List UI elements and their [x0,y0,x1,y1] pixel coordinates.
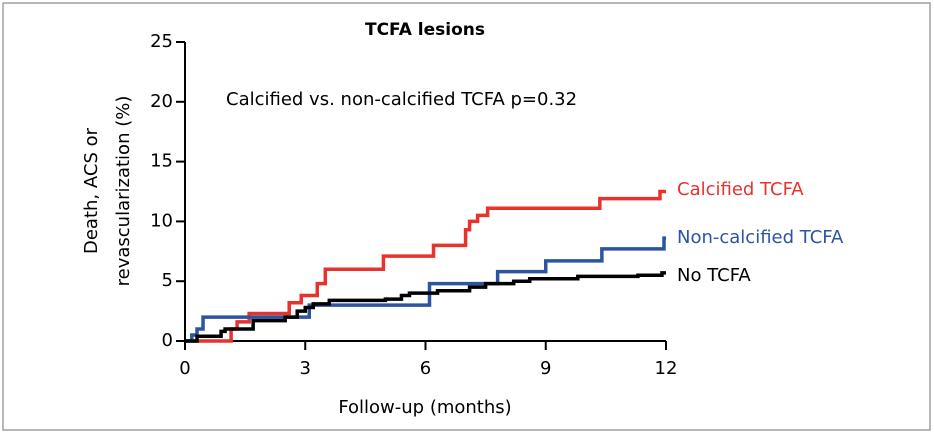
y-tick-label: 10 [150,210,173,231]
chart-title: TCFA lesions [365,20,485,40]
y-tick-label: 5 [162,270,173,291]
series-label: No TCFA [677,265,751,286]
y-tick-label: 15 [150,151,173,172]
x-tick-label: 0 [179,358,190,379]
x-tick-label: 12 [655,358,678,379]
line-series [185,189,666,343]
y-axis-label: Death, ACS or [81,127,102,254]
x-tick-label: 6 [420,358,431,379]
x-axis-label: Follow-up (months) [338,397,511,418]
y-axis-label: revascularization (%) [113,96,134,287]
y-tick-label: 20 [150,91,173,112]
x-tick-label: 9 [540,358,551,379]
series-label: Non-calcified TCFA [677,227,844,248]
line-series [185,271,666,343]
x-tick-label: 3 [300,358,311,379]
y-tick-label: 0 [162,330,173,351]
series-label: Calcified TCFA [677,179,804,200]
annotation: Calcified vs. non-calcified TCFA p=0.32 [226,89,577,110]
y-tick-label: 25 [150,31,173,52]
